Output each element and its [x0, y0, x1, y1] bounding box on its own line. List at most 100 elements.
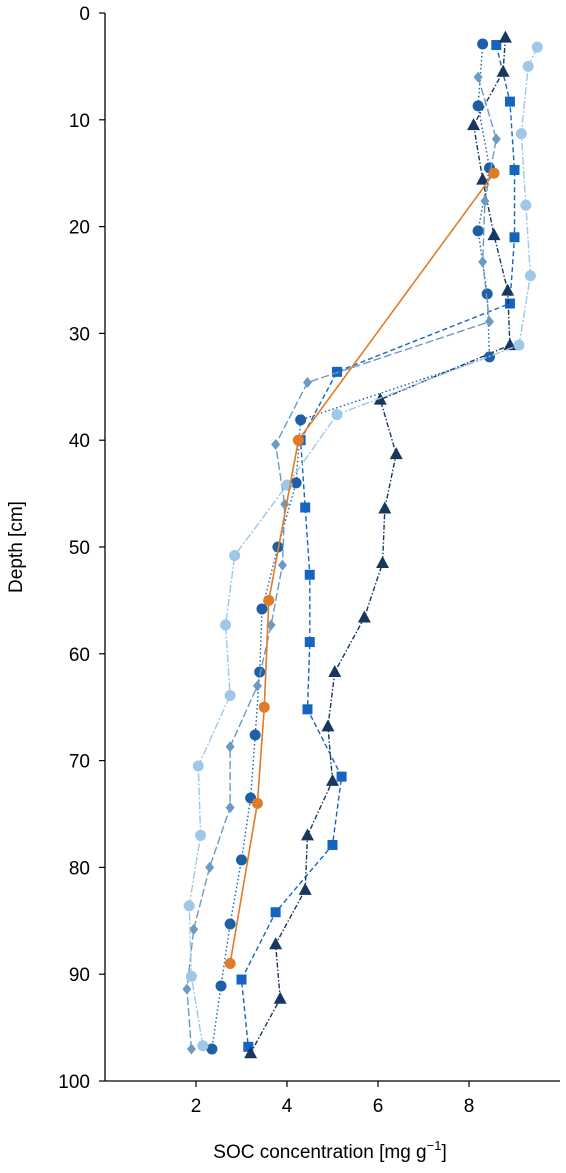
- data-point: [258, 701, 270, 713]
- data-point: [472, 225, 484, 237]
- data-point: [476, 172, 490, 185]
- data-point: [484, 316, 494, 328]
- data-point: [378, 501, 392, 514]
- plot-area: [182, 30, 543, 1059]
- series-line: [240, 44, 516, 1047]
- data-point: [302, 704, 313, 715]
- data-point: [304, 637, 315, 648]
- data-point: [271, 438, 281, 450]
- data-point: [531, 41, 543, 53]
- data-point: [189, 923, 199, 935]
- data-point: [225, 741, 235, 753]
- data-point: [331, 409, 343, 421]
- data-point: [186, 1043, 196, 1055]
- y-tick-label: 10: [69, 111, 90, 132]
- data-point: [182, 983, 192, 995]
- data-point: [269, 937, 283, 950]
- data-point: [254, 666, 266, 678]
- x-tick-label: 6: [373, 1096, 384, 1117]
- data-point: [252, 680, 262, 692]
- data-point: [321, 719, 335, 732]
- data-point: [292, 434, 304, 446]
- x-axis-label: SOC concentration [mg g−1]: [213, 1138, 446, 1163]
- data-point: [277, 559, 287, 571]
- data-point: [504, 298, 515, 309]
- data-point: [327, 839, 338, 850]
- data-point: [183, 900, 195, 912]
- data-point: [273, 991, 287, 1004]
- data-point: [304, 569, 315, 580]
- data-point: [295, 414, 307, 426]
- data-point: [300, 502, 311, 513]
- data-point: [192, 760, 204, 772]
- y-tick-label: 80: [69, 858, 90, 879]
- data-point: [298, 882, 312, 895]
- series-line: [211, 43, 491, 1050]
- series-3: [206, 38, 495, 1055]
- y-tick-label: 30: [69, 324, 90, 345]
- data-point: [326, 773, 339, 786]
- data-point: [520, 199, 532, 211]
- data-point: [229, 550, 241, 562]
- data-point: [496, 64, 510, 77]
- data-point: [224, 689, 236, 701]
- series-5: [183, 41, 543, 1052]
- data-point: [501, 283, 515, 296]
- series-6: [224, 167, 500, 970]
- data-point: [215, 980, 227, 992]
- data-point: [302, 377, 312, 389]
- data-point: [185, 970, 197, 982]
- data-point: [491, 133, 501, 145]
- data-point: [513, 339, 525, 351]
- data-point: [328, 664, 342, 677]
- data-point: [515, 128, 527, 140]
- series-2: [244, 30, 517, 1059]
- data-point: [389, 447, 403, 460]
- data-point: [524, 270, 536, 282]
- data-point: [195, 829, 207, 841]
- data-point: [290, 477, 302, 489]
- data-point: [332, 366, 343, 377]
- data-point: [478, 256, 488, 268]
- data-point: [336, 771, 347, 782]
- data-point: [270, 907, 281, 918]
- y-tick-label: 20: [69, 218, 90, 239]
- series-1: [236, 40, 520, 1052]
- data-point: [487, 228, 501, 241]
- data-point: [509, 164, 520, 175]
- x-tick-label: 4: [282, 1096, 293, 1117]
- y-tick-label: 100: [58, 1072, 90, 1093]
- data-point: [266, 619, 276, 631]
- data-point: [224, 918, 236, 930]
- data-point: [206, 1043, 218, 1055]
- x-tick-label: 2: [191, 1096, 202, 1117]
- data-point: [491, 40, 502, 51]
- y-axis-label: Depth [cm]: [6, 501, 27, 593]
- y-tick-label: 40: [69, 431, 90, 452]
- data-point: [509, 232, 520, 243]
- series-line: [188, 46, 538, 1046]
- data-point: [477, 38, 489, 50]
- data-point: [263, 594, 275, 606]
- x-tick-label: 8: [464, 1096, 475, 1117]
- data-point: [481, 288, 493, 300]
- data-point: [503, 338, 517, 351]
- data-point: [300, 828, 314, 841]
- data-point: [205, 861, 215, 873]
- data-point: [488, 167, 500, 179]
- data-point: [473, 71, 483, 83]
- data-point: [376, 556, 390, 569]
- y-tick-label: 70: [69, 752, 90, 773]
- data-point: [220, 619, 232, 631]
- series-line: [249, 37, 511, 1054]
- data-point: [480, 195, 490, 207]
- y-tick-label: 50: [69, 538, 90, 559]
- data-point: [472, 100, 484, 112]
- y-tick-label: 90: [69, 965, 90, 986]
- y-tick-label: 60: [69, 645, 90, 666]
- data-point: [357, 610, 371, 623]
- data-point: [467, 118, 481, 131]
- y-tick-label: 0: [79, 4, 90, 25]
